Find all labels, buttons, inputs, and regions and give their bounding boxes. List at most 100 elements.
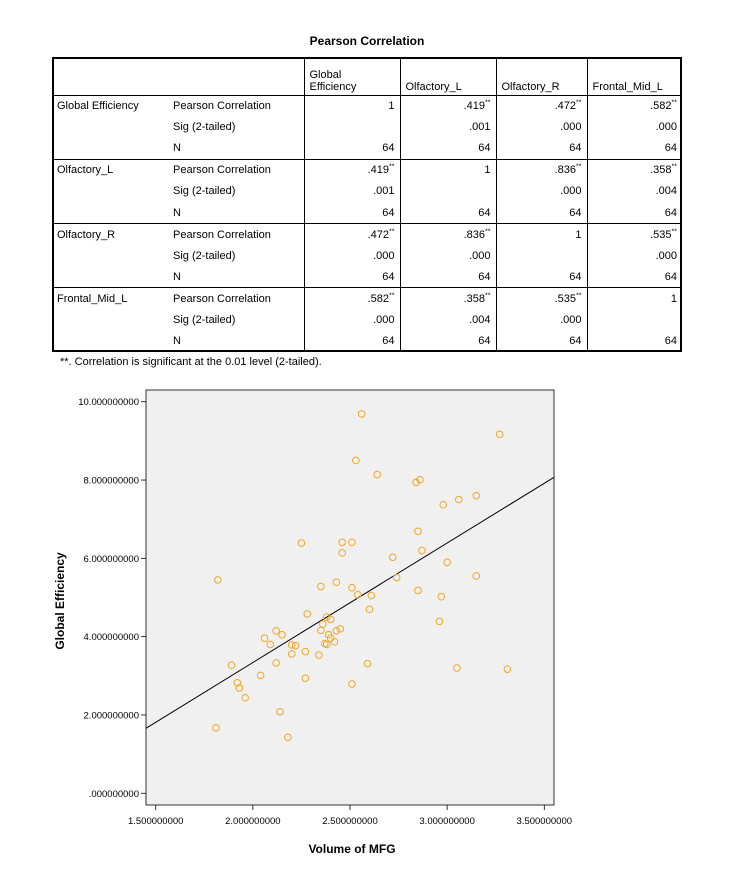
table-cell: 64 xyxy=(495,266,587,288)
table-cell: .358** xyxy=(399,287,496,310)
cell-value: .582 xyxy=(367,292,390,305)
data-point xyxy=(336,625,345,633)
data-point xyxy=(412,478,420,487)
data-point xyxy=(353,590,362,599)
cell-value: 1 xyxy=(670,292,677,305)
row-group-label: Global Efficiency xyxy=(57,100,139,113)
table-cell: 64 xyxy=(495,330,587,352)
x-tick-label: 2.000000000 xyxy=(225,816,280,827)
row-group-label: Olfactory_R xyxy=(57,228,116,241)
row-stat-label: Sig (2-tailed) xyxy=(173,121,236,134)
data-point xyxy=(453,664,461,672)
y-axis-label: Global Efficiency xyxy=(53,552,67,650)
table-cell: .582** xyxy=(586,95,682,117)
data-point xyxy=(284,733,292,742)
data-point xyxy=(352,456,360,465)
cell-value: .000 xyxy=(655,249,677,262)
y-tick-label: 2.000000000 xyxy=(84,710,139,721)
significance-marker: ** xyxy=(671,163,677,171)
table-cell: .000 xyxy=(495,116,587,138)
data-point xyxy=(472,572,481,580)
cell-value: .000 xyxy=(560,121,582,134)
row-stat-label: Pearson Correlation xyxy=(173,292,271,305)
data-point xyxy=(495,430,504,439)
table-cell: 1 xyxy=(495,223,587,246)
data-point xyxy=(373,470,382,479)
table-cell: 1 xyxy=(586,287,682,310)
row-stat-label: Sig (2-tailed) xyxy=(173,185,236,198)
data-point xyxy=(227,661,236,670)
column-header: Global Efficiency xyxy=(303,57,400,95)
table-cell: 64 xyxy=(303,137,400,160)
table-cell: 64 xyxy=(586,201,682,224)
x-axis-label: Volume of MFG xyxy=(308,842,395,856)
cell-value: .001 xyxy=(469,121,491,134)
cell-value: .000 xyxy=(560,313,582,326)
table-cell: 64 xyxy=(399,137,496,160)
data-point xyxy=(326,634,335,643)
significance-marker: ** xyxy=(576,292,582,300)
x-tick-label: 1.500000000 xyxy=(128,816,183,827)
data-point xyxy=(287,641,296,649)
table-cell: .582** xyxy=(303,287,400,310)
data-point xyxy=(367,591,376,600)
x-tick-label: 3.000000000 xyxy=(419,816,474,827)
table-cell: .472** xyxy=(495,95,587,117)
table-title: Pearson Correlation xyxy=(309,34,425,48)
fit-line xyxy=(145,476,555,729)
table-footnote: **. Correlation is significant at the 0.… xyxy=(60,356,322,368)
y-axis: .000000000 2.000000000 4.000000000 6.000000… xyxy=(78,397,146,800)
cell-value: 1 xyxy=(388,100,395,113)
cell-value: .000 xyxy=(373,313,395,326)
data-point xyxy=(348,680,356,688)
table-cell: 64 xyxy=(399,266,496,288)
significance-marker: ** xyxy=(485,99,491,107)
data-point xyxy=(276,708,284,716)
table-cell xyxy=(586,309,682,331)
cell-value: .419 xyxy=(367,164,390,177)
data-point xyxy=(319,620,327,628)
cell-value: .000 xyxy=(469,249,491,262)
cell-value: 64 xyxy=(664,206,677,219)
data-point xyxy=(416,475,424,484)
cell-value: .472 xyxy=(554,100,577,113)
table-cell: .419** xyxy=(399,95,496,117)
table-cell: .000 xyxy=(586,245,682,267)
table-row: Global Efficiency Pearson Correlation 1 .41… xyxy=(52,95,682,117)
table-header-row: Global Efficiency Olfactory_L Olfactory_… xyxy=(52,57,682,95)
cell-value: 64 xyxy=(382,142,395,155)
significance-marker: ** xyxy=(485,292,491,300)
table-row: Sig (2-tailed) .001 .000 .004 xyxy=(52,180,682,202)
table-row: N 64 64 64 64 xyxy=(52,201,682,224)
cell-value: .004 xyxy=(469,313,491,326)
table-cell xyxy=(495,245,587,267)
plot-area xyxy=(145,389,555,806)
cell-value: 64 xyxy=(569,142,582,155)
x-axis: 1.500000000 2.000000000 2.500000000 3.00000… xyxy=(128,805,572,827)
cell-value: 64 xyxy=(664,142,677,155)
table-cell: .836** xyxy=(495,159,587,181)
significance-marker: ** xyxy=(671,227,677,235)
table-cell: .000 xyxy=(495,309,587,331)
cell-value: 64 xyxy=(382,270,395,283)
row-stat-label: Sig (2-tailed) xyxy=(173,249,236,262)
data-point xyxy=(301,647,310,656)
table-cell: .836** xyxy=(399,223,496,246)
cell-value: 64 xyxy=(664,270,677,283)
x-tick-label: 3.500000000 xyxy=(517,816,572,827)
data-points xyxy=(212,410,512,742)
data-point xyxy=(348,583,356,592)
cell-value: 64 xyxy=(382,335,395,348)
significance-marker: ** xyxy=(389,163,395,171)
table-cell: .004 xyxy=(586,180,682,202)
data-point xyxy=(287,650,296,658)
cell-value: 64 xyxy=(478,142,491,155)
table-cell: .535** xyxy=(586,223,682,246)
column-header-line: Global xyxy=(309,68,342,81)
cell-value: 64 xyxy=(478,335,491,348)
y-tick-label: 8.000000000 xyxy=(84,476,139,487)
data-point xyxy=(317,582,325,591)
column-header: Olfactory_L xyxy=(399,57,496,95)
cell-value: .000 xyxy=(655,121,677,134)
